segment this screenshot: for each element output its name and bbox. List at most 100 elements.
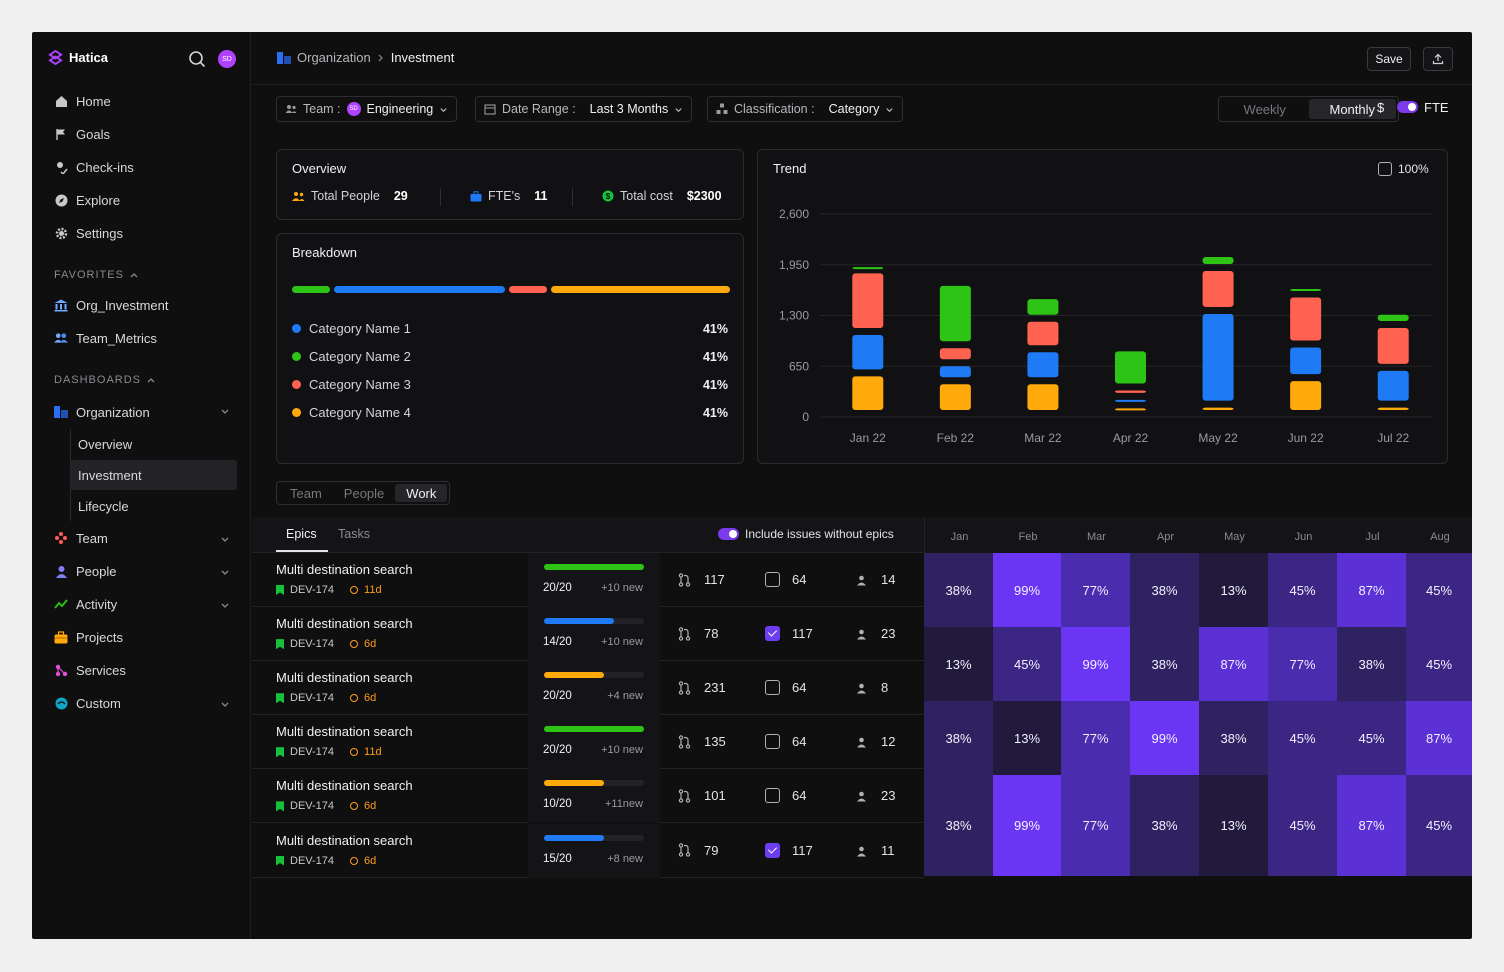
table-row[interactable]: Multi destination search DEV-174 6d 10/20 +1… [252,769,924,824]
dashboards-section-label[interactable]: DASHBOARDS [54,374,155,386]
avatar[interactable]: SD [218,50,236,68]
sidebar-item-settings[interactable]: Settings [46,219,238,247]
favorites-section-label[interactable]: FAVORITES [54,269,138,281]
epic-title[interactable]: Multi destination search [276,832,413,848]
task-checkbox[interactable] [765,788,780,804]
breadcrumb-organization[interactable]: Organization [297,50,371,65]
export-button[interactable] [1423,47,1453,71]
tab-team[interactable]: Team [290,485,322,501]
sidebar-item-projects[interactable]: Projects [46,623,238,651]
heatmap-cell[interactable]: 13% [924,627,993,701]
heatmap-cell[interactable]: 77% [1268,627,1337,701]
y-tick-label: 0 [802,410,809,424]
tab-tasks[interactable]: Tasks [338,527,370,541]
task-checkbox[interactable] [765,842,780,858]
heatmap-cell[interactable]: 38% [924,553,993,627]
sidebar-item-organization[interactable]: Organization [46,398,238,426]
task-checkbox[interactable] [765,680,780,696]
include-issues-toggle[interactable] [718,528,739,540]
sidebar-item-goals[interactable]: Goals [46,120,238,148]
classification-label: Classification : [734,102,815,116]
heatmap-cell[interactable]: 13% [993,701,1061,775]
heatmap-cell[interactable]: 38% [1199,701,1268,775]
heatmap-cell[interactable]: 45% [1268,701,1337,775]
active-tab-underline [276,550,328,552]
sidebar-item-people[interactable]: People [46,557,238,585]
table-row[interactable]: Multi destination search DEV-174 11d 20/20 +… [252,715,924,770]
heatmap-cell[interactable]: 45% [993,627,1061,701]
heatmap-cell[interactable]: 13% [1199,553,1268,627]
heatmap-cell[interactable]: 38% [1130,775,1199,876]
brand[interactable]: Hatica [48,50,108,65]
heatmap-cell[interactable]: 87% [1337,775,1406,876]
epic-title[interactable]: Multi destination search [276,778,413,794]
save-button[interactable]: Save [1367,47,1411,71]
heatmap-cell[interactable]: 77% [1061,701,1130,775]
sidebar-item-team[interactable]: Team [46,524,238,552]
due-in: 6d [364,800,377,813]
tab-epics[interactable]: Epics [286,527,317,541]
heatmap-cell[interactable]: 45% [1406,553,1472,627]
bar-segment [1377,327,1409,364]
sidebar-item-home[interactable]: Home [46,87,238,115]
sidebar-item-check-ins[interactable]: Check-ins [46,153,238,181]
sidebar-item-services[interactable]: Services [46,656,238,684]
epic-title[interactable]: Multi destination search [276,562,413,577]
table-row[interactable]: Multi destination search DEV-174 11d 20/20 +… [252,553,924,607]
team-filter[interactable]: Team : SD Engineering [276,96,458,122]
heatmap-cell[interactable]: 45% [1406,627,1472,701]
sidebar-item-org-investment[interactable]: Org_Investment [46,291,238,319]
epic-title[interactable]: Multi destination search [276,616,413,632]
percent-checkbox[interactable] [1378,162,1392,176]
period-monthly-option[interactable]: Monthly [1308,99,1396,119]
table-row[interactable]: Multi destination search DEV-174 6d 15/20 +8… [252,823,924,878]
table-row[interactable]: Multi destination search DEV-174 6d 20/20 +4… [252,661,924,716]
sidebar-item-label: Org_Investment [76,297,169,313]
heatmap-cell[interactable]: 38% [1337,627,1406,701]
trend-card: Trend 100% 0 650 1,300 1,950 2,600 Jan 22 Feb … [757,149,1448,464]
heatmap-cell[interactable]: 87% [1337,553,1406,627]
sidebar-item-custom[interactable]: Custom [46,689,238,717]
tab-work[interactable]: Work [395,484,448,502]
task-checkbox[interactable] [765,626,780,642]
heatmap-cell[interactable]: 99% [1061,627,1130,701]
heatmap-cell[interactable]: 87% [1406,701,1472,775]
bookmark-icon [276,855,284,866]
classification-filter[interactable]: Classification : Category [707,96,904,122]
task-checkbox[interactable] [765,572,780,587]
heatmap-cell[interactable]: 99% [1130,701,1199,775]
sidebar-subitem-investment[interactable]: Investment [70,460,237,490]
sidebar-subitem-lifecycle[interactable]: Lifecycle [78,498,129,514]
clock-icon [350,748,359,757]
heatmap-cell[interactable]: 38% [1130,553,1199,627]
sidebar-item-activity[interactable]: Activity [46,590,238,618]
pull-requests-cell: 117 [678,572,725,587]
heatmap-cell[interactable]: 77% [1061,553,1130,627]
search-icon[interactable] [188,50,206,68]
date-range-filter[interactable]: Date Range : Last 3 Months [475,96,693,122]
task-checkbox[interactable] [765,734,780,750]
heatmap-cell[interactable]: 13% [1199,775,1268,876]
heatmap-cell[interactable]: 45% [1406,775,1472,876]
epic-title[interactable]: Multi destination search [276,724,413,740]
sidebar-subitem-overview[interactable]: Overview [78,436,133,452]
percent-toggle[interactable]: 100% [1378,162,1429,176]
heatmap-cell[interactable]: 38% [924,775,993,876]
period-weekly-option[interactable]: Weekly [1243,101,1286,117]
heatmap-cell[interactable]: 45% [1337,701,1406,775]
heatmap-cell[interactable]: 87% [1199,627,1268,701]
heatmap-cell[interactable]: 38% [924,701,993,775]
fte-toggle[interactable] [1397,101,1418,113]
heatmap-cell[interactable]: 38% [1130,627,1199,701]
heatmap-cell[interactable]: 45% [1268,775,1337,876]
heatmap-cell[interactable]: 99% [993,775,1061,876]
bar-segment [1202,256,1234,264]
sidebar-item-team-metrics[interactable]: Team_Metrics [46,324,238,352]
sidebar-item-explore[interactable]: Explore [46,186,238,214]
heatmap-cell[interactable]: 77% [1061,775,1130,876]
epic-title[interactable]: Multi destination search [276,670,413,686]
table-row[interactable]: Multi destination search DEV-174 6d 14/20 +1… [252,607,924,662]
heatmap-cell[interactable]: 45% [1268,553,1337,627]
tab-people[interactable]: People [343,485,385,501]
heatmap-cell[interactable]: 99% [993,553,1061,627]
